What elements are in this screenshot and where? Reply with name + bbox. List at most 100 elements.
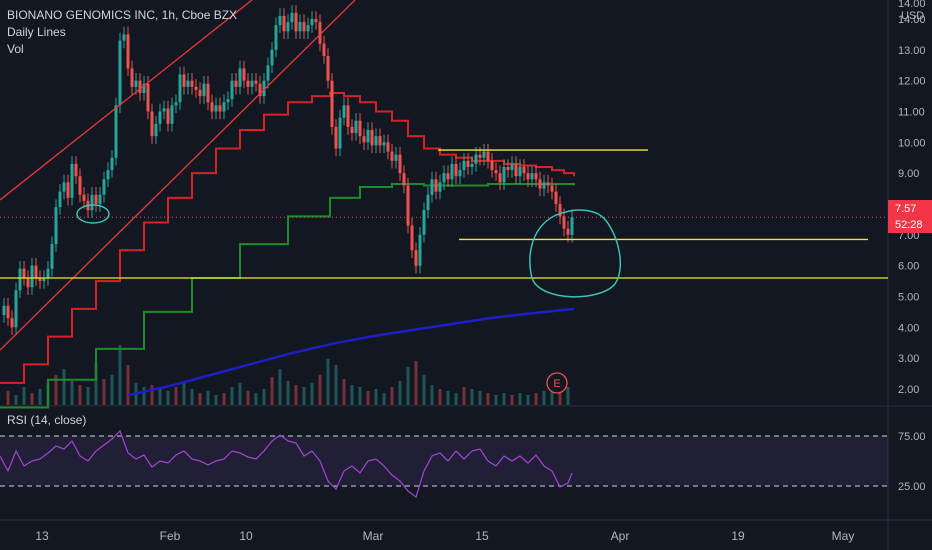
candle-body — [214, 105, 218, 112]
candle-body — [294, 12, 298, 32]
volume-bar — [334, 365, 338, 405]
volume-bar — [110, 375, 114, 405]
volume-bar — [102, 379, 106, 405]
candle-body — [542, 182, 546, 189]
candle-body — [142, 83, 146, 93]
candle-body — [130, 68, 134, 87]
volume-bar — [190, 389, 194, 405]
volume-bar — [222, 393, 226, 405]
candle-body — [402, 173, 406, 186]
candle-body — [274, 25, 278, 50]
volume-bar — [470, 389, 474, 405]
candle-body — [514, 163, 518, 177]
volume-bar — [246, 391, 250, 405]
candle-body — [102, 179, 106, 195]
candle-body — [126, 34, 130, 69]
candle-body — [2, 305, 6, 315]
candle-body — [82, 194, 86, 201]
price-tick-label: 10.00 — [898, 137, 926, 149]
price-tick-label: 9.00 — [898, 168, 919, 180]
annotation-circle — [529, 209, 622, 298]
candle-body — [62, 182, 66, 192]
candle-body — [522, 167, 526, 174]
volume-bar — [438, 389, 442, 405]
volume-bar — [566, 387, 570, 405]
volume-bar — [326, 359, 330, 405]
candle-body — [202, 83, 206, 97]
candle-body — [554, 191, 558, 204]
candle-body — [234, 80, 238, 87]
candle-body — [246, 80, 250, 87]
volume-bar — [70, 381, 74, 405]
candle-body — [190, 80, 194, 87]
candle-body — [226, 99, 230, 103]
volume-bar — [254, 393, 258, 405]
volume-bar — [342, 379, 346, 405]
candle-body — [258, 83, 262, 97]
earnings-marker[interactable]: E — [546, 372, 568, 394]
indicator-volume[interactable]: Vol — [7, 42, 24, 56]
volume-bar — [78, 385, 82, 405]
candle-body — [406, 185, 410, 226]
candle-body — [330, 80, 334, 127]
candle-body — [14, 290, 18, 328]
volume-bar — [454, 393, 458, 405]
trendline-drawings[interactable]: E — [0, 0, 888, 394]
candle-body — [302, 22, 306, 32]
price-tick-label: 14.00 — [898, 0, 926, 10]
indicator-lines — [0, 92, 888, 409]
price-tick-label: 13.00 — [898, 45, 926, 57]
candle-body — [10, 318, 14, 328]
candle-body — [438, 182, 442, 192]
rsi-pane — [0, 429, 888, 498]
earnings-circle — [546, 372, 568, 394]
candle-body — [354, 120, 358, 134]
rsi-tick-label: 75.00 — [898, 431, 926, 443]
price-unit-label: USD — [901, 10, 924, 22]
volume-bar — [406, 367, 410, 405]
volume-bar — [414, 361, 418, 405]
volume-bar — [62, 369, 66, 405]
indicator-daily-lines[interactable]: Daily Lines — [7, 25, 66, 39]
candle-body — [466, 160, 470, 167]
last-price-tag: 7.57 52:28 — [888, 200, 932, 233]
candle-body — [322, 43, 326, 56]
candle-body — [538, 179, 542, 189]
volume-bar — [398, 381, 402, 405]
candle-body — [510, 163, 514, 171]
price-tick-label: 3.00 — [898, 353, 919, 365]
candle-body — [278, 15, 282, 26]
volume-bar — [150, 385, 154, 405]
volume-bar — [118, 345, 122, 405]
time-axis[interactable]: 13 Feb 10 Mar 15 Apr 19 May — [35, 529, 854, 543]
candle-body — [162, 108, 166, 112]
candle-body — [530, 173, 534, 180]
time-tick-label: 10 — [239, 529, 253, 543]
candle-body — [6, 305, 10, 319]
candle-body — [562, 216, 566, 229]
candle-body — [518, 167, 522, 177]
candle-body — [18, 268, 22, 291]
candle-body — [266, 65, 270, 81]
chart-title[interactable]: BIONANO GENOMICS INC, 1h, Cboe BZX — [7, 8, 238, 22]
price-tick-label: 14.00 — [898, 14, 926, 26]
price-candles — [2, 5, 574, 336]
volume-bar — [318, 375, 322, 405]
candle-body — [490, 160, 494, 171]
candle-body — [170, 105, 174, 124]
candle-body — [78, 176, 82, 195]
candle-body — [526, 173, 530, 180]
rsi-label[interactable]: RSI (14, close) — [7, 413, 87, 427]
volume-bar — [54, 375, 58, 405]
candle-body — [386, 142, 390, 152]
volume-bar — [510, 395, 514, 405]
candle-body — [138, 80, 142, 93]
volume-bar — [86, 387, 90, 405]
volume-bar — [166, 391, 170, 405]
price-tick-label: 4.00 — [898, 322, 919, 334]
price-tick-label: 2.00 — [898, 384, 919, 396]
candle-body — [210, 102, 214, 112]
